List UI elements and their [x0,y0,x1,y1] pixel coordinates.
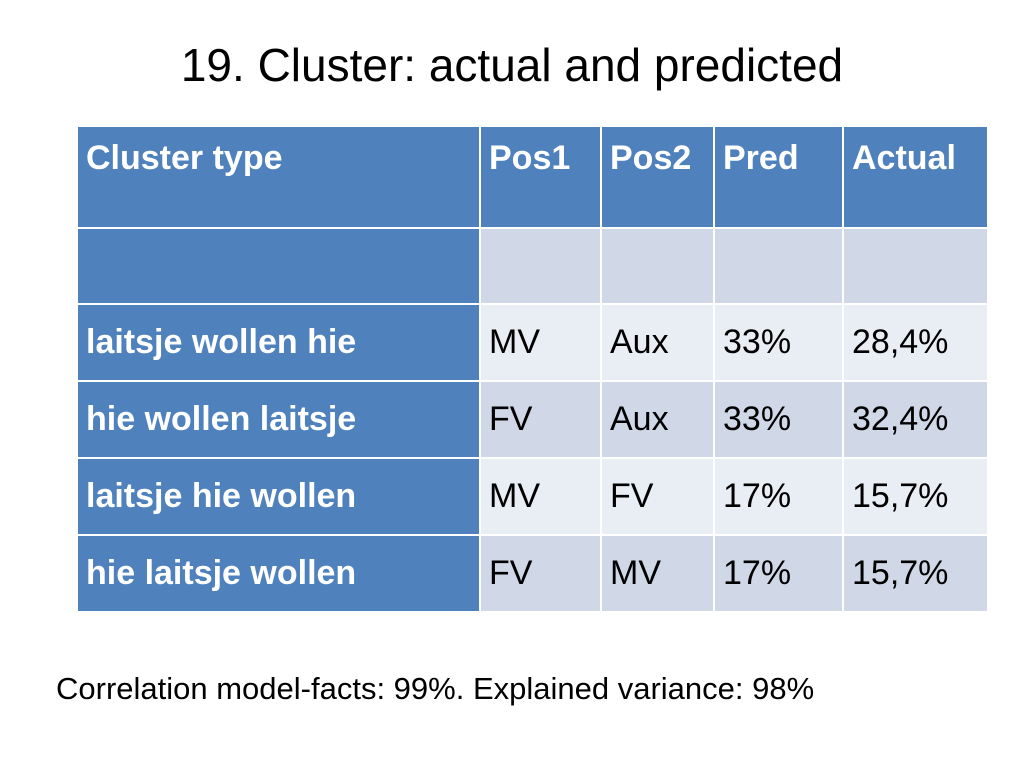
table-row: hie laitsje wollen FV MV 17% 15,7% [76,534,989,613]
slide-title: 19. Cluster: actual and predicted [180,39,844,91]
header-pos1: Pos1 [479,125,602,229]
pos2-cell [600,227,715,305]
pos1-cell [479,227,602,305]
table-row: laitsje wollen hie MV Aux 33% 28,4% [76,303,989,382]
cluster-type-cell: hie laitsje wollen [76,534,481,613]
actual-cell: 15,7% [842,534,989,613]
actual-cell: 15,7% [842,457,989,536]
pos2-cell: Aux [600,380,715,459]
pred-cell: 17% [713,457,844,536]
cluster-type-cell: hie wollen laitsje [76,380,481,459]
cluster-table: Cluster type Pos1 Pos2 Pred Actual laits… [76,125,989,613]
pos1-cell: MV [479,457,602,536]
cluster-type-cell [76,227,481,305]
actual-cell [842,227,989,305]
pos2-cell: Aux [600,303,715,382]
correlation-note: Correlation model-facts: 99%. Explained … [56,671,815,706]
pos1-cell: MV [479,303,602,382]
table-row: hie wollen laitsje FV Aux 33% 32,4% [76,380,989,459]
cluster-type-cell: laitsje hie wollen [76,457,481,536]
pos2-cell: FV [600,457,715,536]
pred-cell: 33% [713,380,844,459]
header-pos2: Pos2 [600,125,715,229]
table-header-row: Cluster type Pos1 Pos2 Pred Actual [76,125,989,229]
actual-cell: 28,4% [842,303,989,382]
pos1-cell: FV [479,534,602,613]
header-cluster-type: Cluster type [76,125,481,229]
pos1-cell: FV [479,380,602,459]
header-actual: Actual [842,125,989,229]
actual-cell: 32,4% [842,380,989,459]
pos2-cell: MV [600,534,715,613]
header-pred: Pred [713,125,844,229]
cluster-type-cell: laitsje wollen hie [76,303,481,382]
pred-cell: 17% [713,534,844,613]
pred-cell [713,227,844,305]
table-row [76,227,989,305]
pred-cell: 33% [713,303,844,382]
table-row: laitsje hie wollen MV FV 17% 15,7% [76,457,989,536]
